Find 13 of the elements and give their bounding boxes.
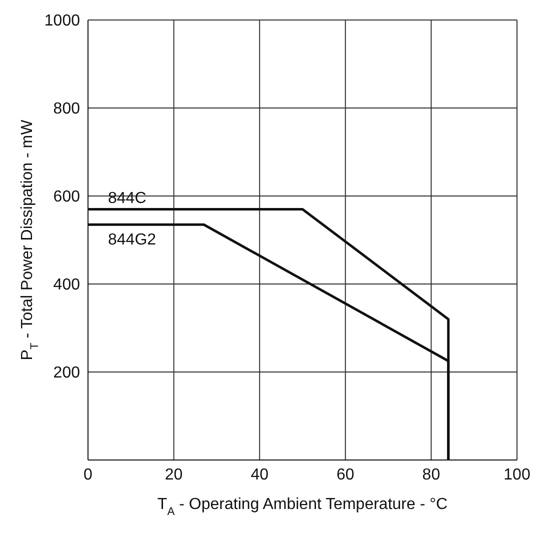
- x-tick-label: 40: [250, 466, 269, 484]
- y-tick-label: 200: [53, 364, 80, 382]
- series-label: 844G2: [108, 232, 156, 249]
- y-tick-label: 800: [53, 100, 80, 118]
- x-tick-label: 80: [422, 466, 440, 484]
- y-tick-label: 1000: [44, 12, 80, 30]
- x-tick-label: 60: [336, 466, 354, 484]
- x-axis-title: T$_{A}$ - Operating Ambient Temperature - °C: [157, 496, 448, 518]
- x-tick-label: 100: [504, 466, 530, 484]
- x-tick-label: 20: [164, 466, 183, 484]
- y-tick-label: 400: [53, 276, 80, 294]
- y-tick-label: 600: [53, 188, 80, 206]
- x-tick-label: 0: [84, 466, 93, 484]
